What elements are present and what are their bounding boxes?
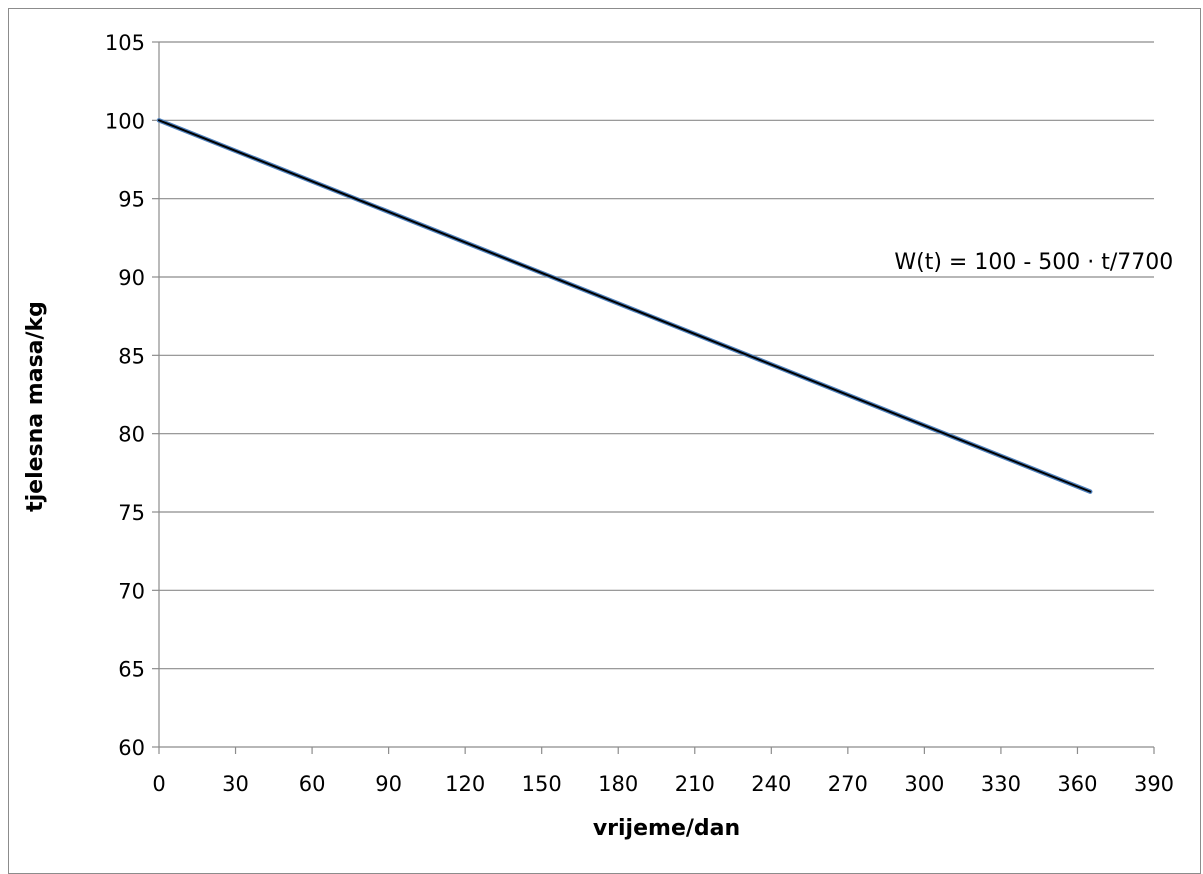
y-tick-label: 95 [118,188,145,212]
y-tick-label: 70 [118,579,145,603]
y-tick-label: 65 [118,658,145,682]
x-tick-label: 90 [375,772,402,796]
y-axis-title: tjelesna masa/kg [23,301,48,512]
x-tick-label: 180 [598,772,638,796]
x-tick-label: 240 [751,772,791,796]
y-tick-label: 75 [118,501,145,525]
x-axis-title: vrijeme/dan [593,816,740,841]
y-tick-label: 85 [118,344,145,368]
x-tick-label: 360 [1057,772,1097,796]
y-tick-label: 80 [118,423,145,447]
x-tick-label: 150 [522,772,562,796]
x-tick-label: 60 [299,772,326,796]
x-tick-label: 0 [152,772,165,796]
x-tick-label: 30 [222,772,249,796]
chart-frame [8,8,1201,874]
equation-annotation: W(t) = 100 - 500 · t/7700 [894,250,1173,275]
x-tick-label: 390 [1134,772,1174,796]
series-line-0 [158,119,1092,493]
x-tick-label: 120 [445,772,485,796]
x-tick-label: 330 [981,772,1021,796]
y-tick-label: 60 [118,736,145,760]
x-tick-label: 210 [675,772,715,796]
y-tick-label: 100 [105,109,145,133]
y-tick-label: 90 [118,266,145,290]
x-tick-label: 270 [828,772,868,796]
x-tick-label: 300 [904,772,944,796]
y-tick-label: 105 [105,31,145,55]
